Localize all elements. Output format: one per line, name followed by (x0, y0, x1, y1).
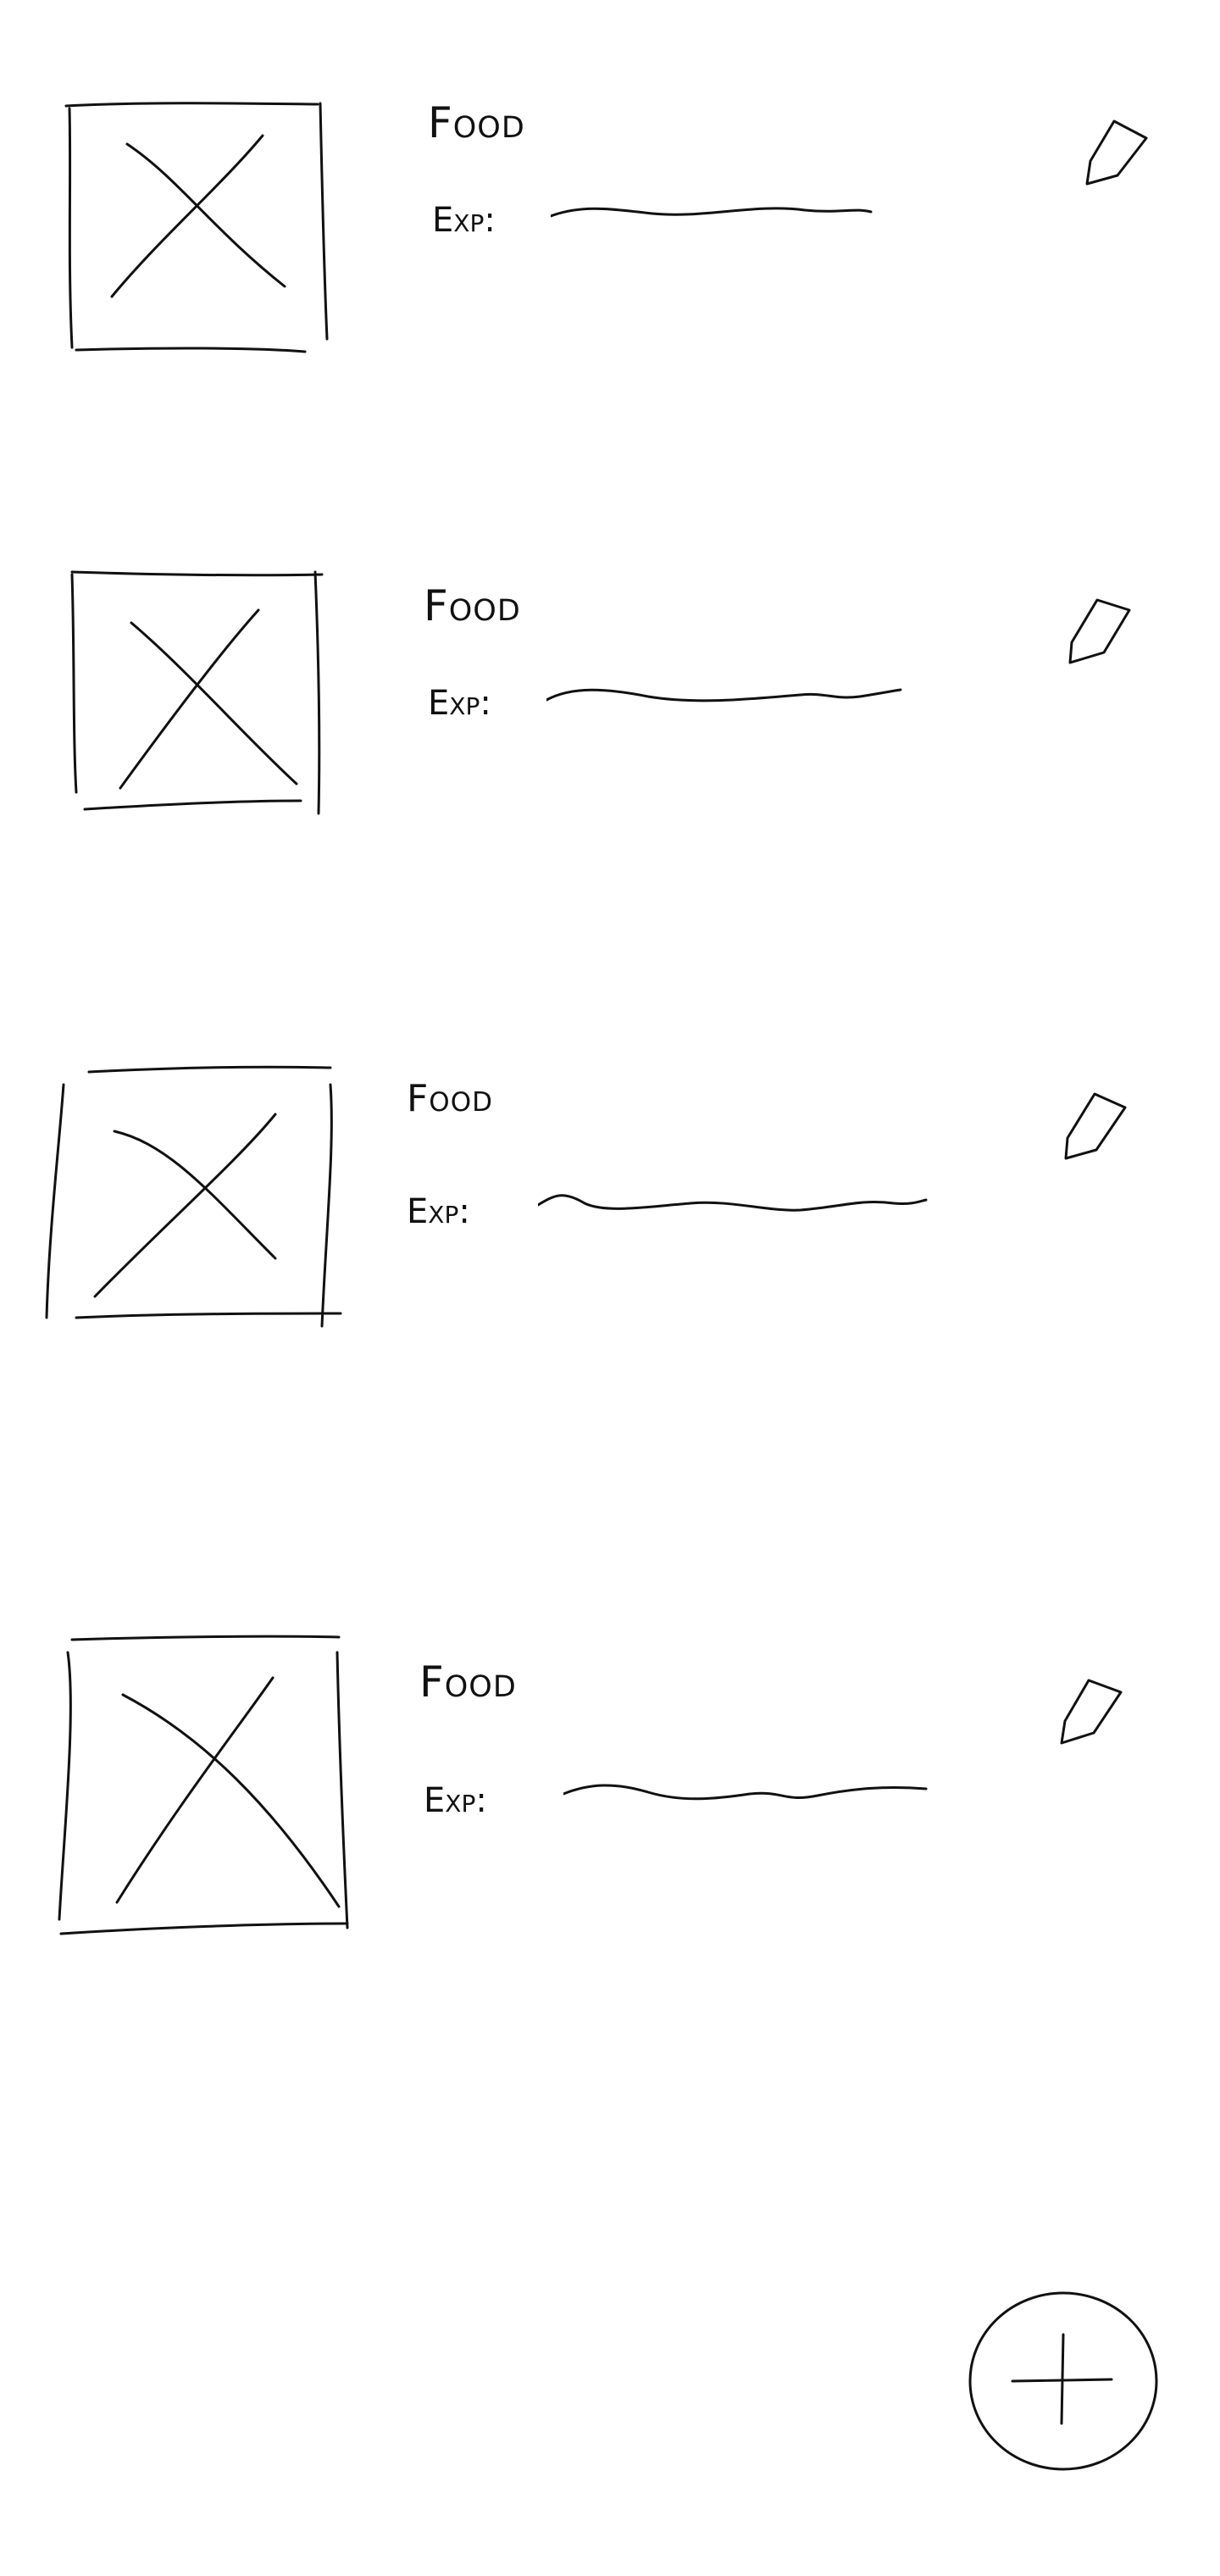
expiry-label: Exp: (407, 1195, 470, 1229)
image-placeholder-icon (68, 568, 330, 822)
pencil-icon (1055, 1674, 1131, 1750)
add-food-button[interactable] (966, 2288, 1161, 2474)
expiry-label: Exp: (424, 1784, 487, 1818)
plus-icon (966, 2288, 1161, 2474)
expiry-label: Exp: (432, 203, 496, 237)
pencil-icon (1059, 1089, 1135, 1165)
expiry-row: Exp: (432, 195, 907, 246)
pencil-icon (1063, 593, 1140, 669)
food-name: Food (428, 102, 525, 144)
pencil-icon (1080, 114, 1156, 191)
image-placeholder-icon (42, 1059, 347, 1330)
food-list-item[interactable]: Food Exp: (0, 568, 1220, 907)
edit-button[interactable] (1055, 1674, 1131, 1750)
expiry-value (546, 678, 902, 715)
food-list-item[interactable]: Food Exp: (0, 1059, 1220, 1398)
food-name: Food (424, 585, 521, 627)
edit-button[interactable] (1080, 114, 1156, 191)
expiry-row: Exp: (428, 678, 919, 729)
expiry-row: Exp: (424, 1775, 932, 1826)
expiry-value (563, 1775, 928, 1813)
expiry-value (538, 1186, 928, 1224)
edit-button[interactable] (1059, 1089, 1135, 1165)
food-list-item[interactable]: Food Exp: (0, 1610, 1220, 1949)
expiry-label: Exp: (428, 686, 491, 720)
food-name: Food (419, 1661, 517, 1703)
image-placeholder-icon (51, 1627, 356, 1940)
food-list-item[interactable]: Food Exp: (0, 85, 1220, 424)
food-name: Food (407, 1080, 493, 1118)
edit-button[interactable] (1063, 593, 1140, 669)
expiry-row: Exp: (407, 1186, 932, 1237)
image-placeholder-icon (59, 93, 339, 356)
expiry-value (551, 195, 873, 232)
